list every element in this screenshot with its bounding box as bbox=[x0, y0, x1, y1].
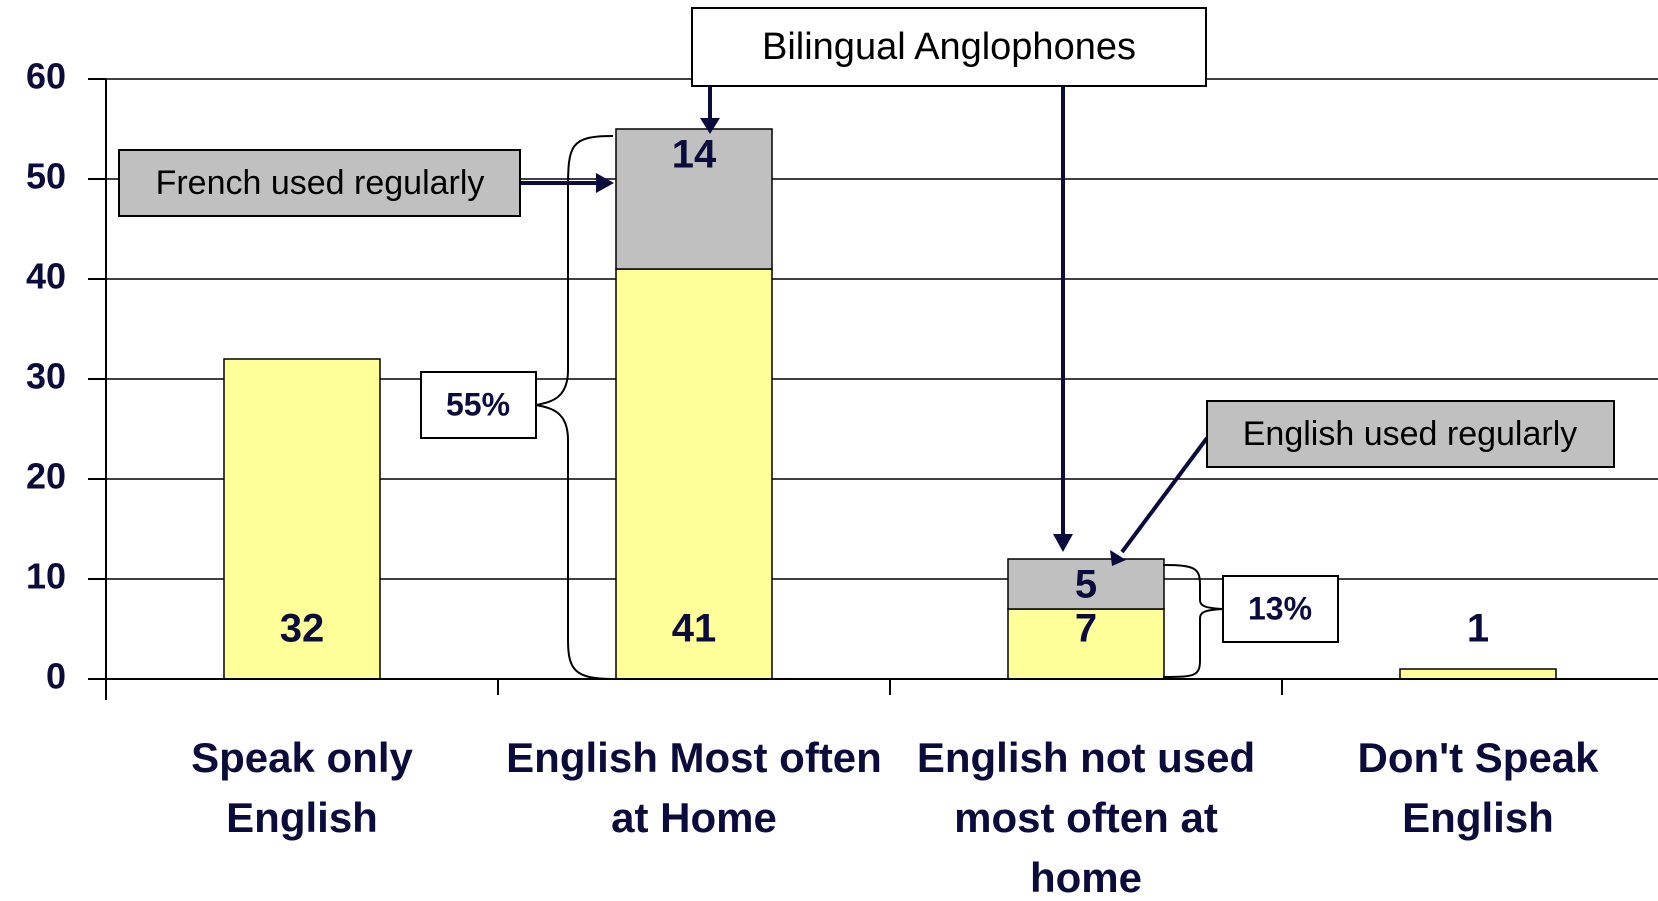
brace bbox=[535, 135, 614, 680]
y-tick-label: 20 bbox=[26, 456, 66, 497]
y-tick-label: 50 bbox=[26, 156, 66, 197]
y-tick-label: 30 bbox=[26, 356, 66, 397]
arrow-head bbox=[1053, 534, 1073, 552]
arrow bbox=[1120, 436, 1209, 554]
arrow-head bbox=[700, 118, 720, 134]
data-label: 1 bbox=[1467, 607, 1489, 651]
bar bbox=[1007, 608, 1165, 680]
annotation-box bbox=[1222, 575, 1339, 643]
annotation: English used regularly bbox=[1243, 415, 1578, 453]
y-tick-label: 40 bbox=[26, 256, 66, 297]
bar bbox=[615, 268, 773, 680]
y-tick-label: 0 bbox=[46, 656, 66, 697]
x-tick-label: English not used most often at home bbox=[916, 734, 1256, 901]
arrow-head bbox=[1110, 550, 1126, 566]
bar bbox=[1399, 668, 1557, 680]
x-tick-label: Speak only English bbox=[191, 734, 413, 841]
annotation: 13% bbox=[1248, 590, 1312, 626]
annotation: 55% bbox=[446, 386, 510, 422]
annotation-box bbox=[691, 7, 1207, 87]
brace bbox=[1162, 564, 1224, 678]
annotation-box bbox=[420, 371, 537, 439]
x-tick-label: Don't Speak English bbox=[1357, 734, 1599, 841]
arrow-head bbox=[596, 173, 614, 193]
data-label: 32 bbox=[280, 607, 325, 651]
data-label: 41 bbox=[672, 607, 717, 651]
annotation-box bbox=[118, 149, 521, 217]
y-tick-label: 60 bbox=[26, 56, 66, 97]
x-tick-label: English Most often at Home bbox=[506, 734, 882, 841]
data-label: 14 bbox=[672, 133, 717, 177]
annotation: French used regularly bbox=[156, 164, 485, 202]
bar bbox=[1007, 558, 1165, 610]
bar bbox=[223, 358, 381, 680]
annotation: Bilingual Anglophones bbox=[762, 26, 1136, 68]
data-label: 7 bbox=[1075, 607, 1097, 651]
annotation-box bbox=[1206, 400, 1615, 468]
bar bbox=[615, 128, 773, 270]
data-label: 5 bbox=[1075, 563, 1097, 607]
y-tick-label: 10 bbox=[26, 556, 66, 597]
